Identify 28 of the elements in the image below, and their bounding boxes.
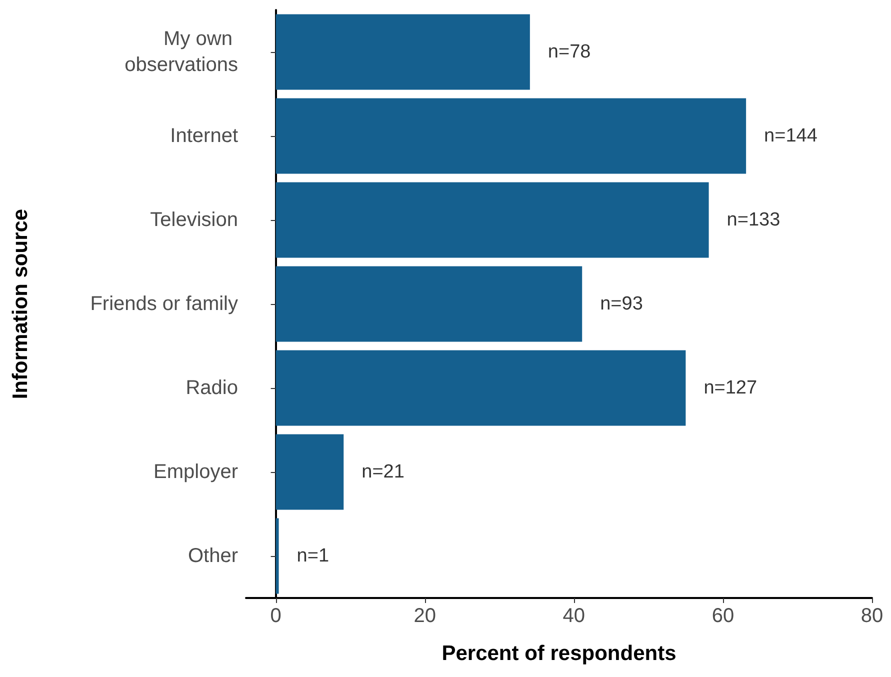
y-axis-title: Information source [9, 208, 32, 400]
x-tick-label: 80 [860, 605, 884, 627]
annotation: n=93 [600, 294, 643, 314]
x-axis-title: Percent of respondents [442, 642, 676, 665]
bar [276, 350, 686, 426]
bar [276, 14, 530, 90]
annotation: n=144 [764, 126, 818, 146]
annotation: n=1 [296, 546, 330, 566]
x-tick-label: 40 [562, 605, 586, 627]
y-tick-label: Radio [186, 377, 238, 399]
y-tick-label: Television [150, 209, 238, 231]
y-tick-label: My own observations [124, 28, 238, 76]
bar [276, 434, 344, 510]
annotation: n=127 [704, 378, 758, 398]
y-tick-label: Employer [154, 461, 238, 483]
x-tick-label: 60 [712, 605, 734, 627]
annotation: n=133 [726, 210, 780, 230]
x-tick-label: 20 [414, 605, 436, 627]
annotation: n=78 [548, 42, 591, 62]
y-tick-label: Friends or family [90, 293, 238, 315]
y-tick-label: Other [188, 545, 238, 567]
bar [276, 98, 746, 174]
y-tick-label: Internet [170, 125, 238, 147]
bar [276, 266, 582, 342]
bar [276, 518, 279, 594]
annotation: n=21 [362, 462, 404, 482]
x-tick-label: 0 [270, 605, 282, 627]
bar [276, 182, 709, 258]
